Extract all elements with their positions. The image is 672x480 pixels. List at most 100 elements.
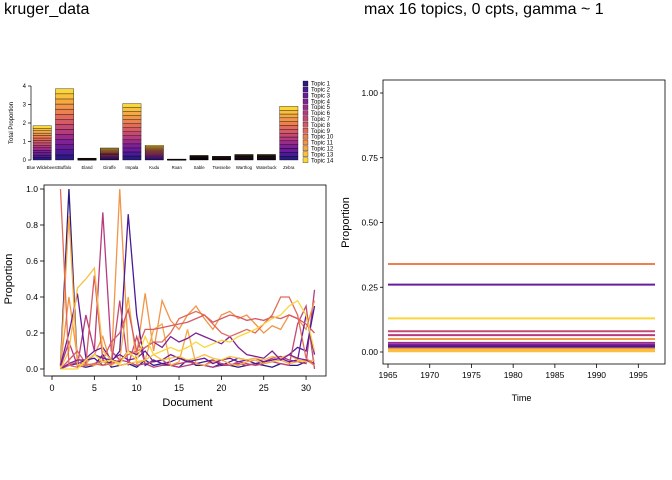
bar-y-tick-label: 1 <box>23 140 27 146</box>
bar-segment <box>122 103 142 108</box>
bar-segment <box>122 143 142 149</box>
bar-segment <box>32 137 52 141</box>
legend-swatch <box>302 110 309 116</box>
bar-segment <box>55 119 74 125</box>
legend-label: Topic 8 <box>311 123 331 129</box>
time-x-tick-label: 1975 <box>462 370 481 380</box>
legend-label: Topic 7 <box>311 117 331 123</box>
legend-label: Topic 1 <box>311 82 331 88</box>
bar-category-label: Blue Wildebeest <box>27 165 59 170</box>
bar-segment <box>32 147 52 151</box>
bar-segment <box>32 125 52 129</box>
time-x-tick-label: 1970 <box>420 370 439 380</box>
bar-segment <box>279 133 299 138</box>
time-x-tick-label: 1985 <box>545 370 564 380</box>
right-panel-title: max 16 topics, 0 cpts, gamma ~ 1 <box>364 1 604 18</box>
legend-label: Topic 13 <box>311 152 334 158</box>
bar-y-tick-label: 3 <box>23 103 27 109</box>
bar-segment <box>55 114 74 120</box>
bar-segment <box>32 154 52 158</box>
legend-label: Topic 5 <box>311 105 331 111</box>
bar-segment <box>279 155 299 161</box>
bar-y-tick-label: 4 <box>23 84 27 90</box>
legend-label: Topic 10 <box>311 135 334 141</box>
legend-swatch <box>302 151 309 157</box>
bar-segment <box>122 147 142 153</box>
bar-category-label: Warthog <box>236 165 253 170</box>
time-y-tick-label: 0.00 <box>361 347 378 357</box>
bar-segment <box>32 140 52 144</box>
legend-swatch <box>302 116 309 122</box>
bar-segment <box>279 140 299 145</box>
doc-y-tick-label: 0.0 <box>26 364 38 374</box>
doc-x-tick-label: 30 <box>301 383 311 393</box>
legend-swatch <box>302 128 309 134</box>
legend-label: Topic 4 <box>311 99 331 105</box>
bar-segment <box>55 93 74 100</box>
bar-segment <box>122 111 142 116</box>
document-series-line <box>60 299 316 370</box>
legend-label: Topic 6 <box>311 111 331 117</box>
time-x-tick-label: 1995 <box>629 370 648 380</box>
document-series-line <box>59 275 316 370</box>
document-series-line <box>60 332 315 370</box>
bar-segment <box>279 152 299 157</box>
bar-segment <box>122 131 142 136</box>
bar-category-label: Impala <box>125 165 139 170</box>
bar-segment <box>279 106 299 111</box>
bar-segment <box>279 136 299 142</box>
bar-segment <box>144 145 164 147</box>
doc-x-tick-label: 5 <box>92 383 97 393</box>
bar-y-tick-label: 2 <box>23 121 27 127</box>
doc-y-tick-label: 0.8 <box>26 220 38 230</box>
doc-y-axis-label: Proportion <box>3 254 15 305</box>
bar-segment <box>122 139 142 145</box>
bar-segment <box>279 125 299 130</box>
bar-segment <box>32 135 52 139</box>
doc-y-tick-label: 1.0 <box>26 184 38 194</box>
bar-category-label: Tsessebe <box>212 165 231 170</box>
bar-segment <box>55 124 74 130</box>
bar-segment <box>55 108 74 115</box>
doc-y-tick-label: 0.6 <box>26 256 38 266</box>
bar-category-label: Sable <box>194 165 206 170</box>
bar-segment <box>55 154 74 161</box>
legend-swatch <box>302 139 309 146</box>
bar-segment <box>279 121 299 126</box>
bar-segment <box>100 147 119 150</box>
time-y-axis-label: Proportion <box>340 197 352 248</box>
bar-segment <box>55 149 74 156</box>
bar-segment <box>279 113 299 119</box>
doc-x-tick-label: 20 <box>216 383 226 393</box>
doc-x-tick-label: 10 <box>132 383 142 393</box>
bar-segment <box>55 144 74 151</box>
bar-segment <box>55 103 74 110</box>
bar-segment <box>32 128 52 131</box>
bar-segment <box>122 123 142 128</box>
time-y-tick-label: 0.50 <box>361 218 378 228</box>
legend-label: Topic 14 <box>311 158 334 164</box>
legend-label: Topic 2 <box>311 88 331 94</box>
bar-segment <box>122 151 142 157</box>
time-plot-frame <box>382 79 666 365</box>
document-series-line <box>59 212 316 368</box>
bar-segment <box>55 98 74 105</box>
document-series-line <box>59 188 315 368</box>
left-panel-title: kruger_data <box>4 1 90 18</box>
legend-label: Topic 3 <box>311 93 331 99</box>
bar-segment <box>279 144 299 149</box>
legend-swatch <box>302 92 309 98</box>
bar-segment <box>32 152 52 156</box>
time-x-axis-label: Time <box>512 393 532 403</box>
bar-segment <box>32 145 52 148</box>
legend-swatch <box>302 122 309 128</box>
bar-category-label: Buffalo <box>58 165 72 170</box>
bar-segment <box>279 148 299 153</box>
bar-segment <box>32 130 52 134</box>
time-x-tick-label: 1980 <box>504 370 523 380</box>
bar-segment <box>122 119 142 124</box>
time-x-tick-label: 1990 <box>587 370 606 380</box>
bar-segment <box>279 110 299 115</box>
time-y-tick-label: 1.00 <box>361 88 378 98</box>
legend-label: Topic 9 <box>311 129 331 135</box>
